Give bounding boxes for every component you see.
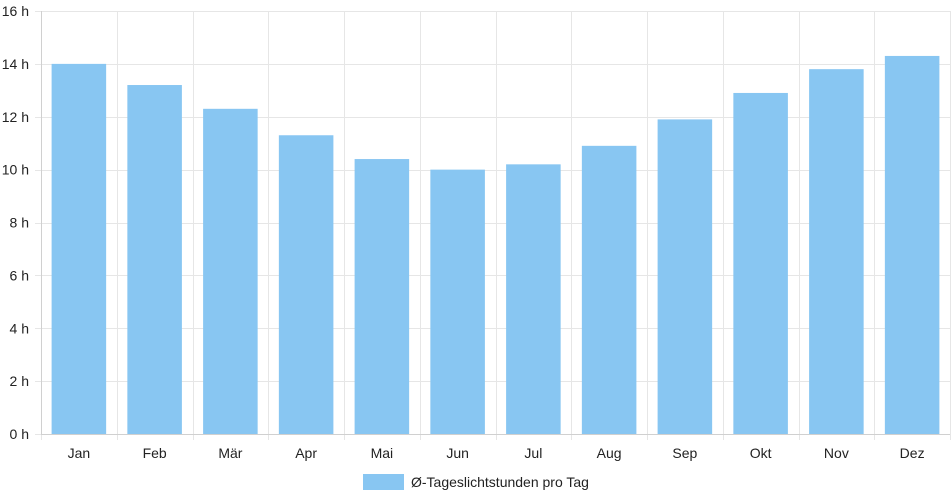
axis-layer: 0 h 2 h 4 h 6 h 8 h 10 h 12 h 14 h 16 h Jan Feb Mär… <box>2 3 950 461</box>
x-tick-label: Jan <box>68 445 91 461</box>
x-tick-label: Aug <box>597 445 622 461</box>
x-tick-label: Feb <box>143 445 167 461</box>
y-tick-label: 14 h <box>2 56 29 72</box>
y-tick-label: 2 h <box>10 373 29 389</box>
y-tick-label: 10 h <box>2 162 29 178</box>
x-tick-label: Mär <box>218 445 242 461</box>
x-tick-label: Mai <box>371 445 394 461</box>
x-tick-label: Jul <box>524 445 542 461</box>
x-tick-label: Okt <box>750 445 772 461</box>
bar-jun[interactable] <box>430 169 485 434</box>
x-tick-label: Nov <box>824 445 849 461</box>
y-tick-label: 12 h <box>2 109 29 125</box>
bar-jul[interactable] <box>506 164 561 434</box>
bar-apr[interactable] <box>278 135 334 434</box>
x-tick-label: Apr <box>295 445 317 461</box>
bars-layer <box>51 55 940 435</box>
bar-mär[interactable] <box>203 108 258 434</box>
x-tick-label: Dez <box>900 445 925 461</box>
bar-nov[interactable] <box>809 69 864 434</box>
y-tick-label: 4 h <box>10 320 29 336</box>
legend-label[interactable]: Ø-Tageslichtstunden pro Tag <box>411 474 589 490</box>
bar-dez[interactable] <box>884 55 940 434</box>
grid-layer <box>35 11 951 440</box>
bar-aug[interactable] <box>581 145 637 435</box>
y-tick-label: 0 h <box>10 426 29 442</box>
bar-feb[interactable] <box>127 85 182 435</box>
y-tick-label: 16 h <box>2 3 29 19</box>
bar-mai[interactable] <box>354 159 410 435</box>
x-tick-label: Sep <box>672 445 697 461</box>
bar-sep[interactable] <box>657 119 713 435</box>
bar-okt[interactable] <box>733 92 788 435</box>
y-tick-label: 6 h <box>10 267 29 283</box>
legend[interactable]: Ø-Tageslichtstunden pro Tag <box>363 474 589 490</box>
bar-jan[interactable] <box>51 63 107 434</box>
x-tick-label: Jun <box>446 445 469 461</box>
legend-swatch[interactable] <box>363 474 404 490</box>
y-tick-label: 8 h <box>10 215 29 231</box>
